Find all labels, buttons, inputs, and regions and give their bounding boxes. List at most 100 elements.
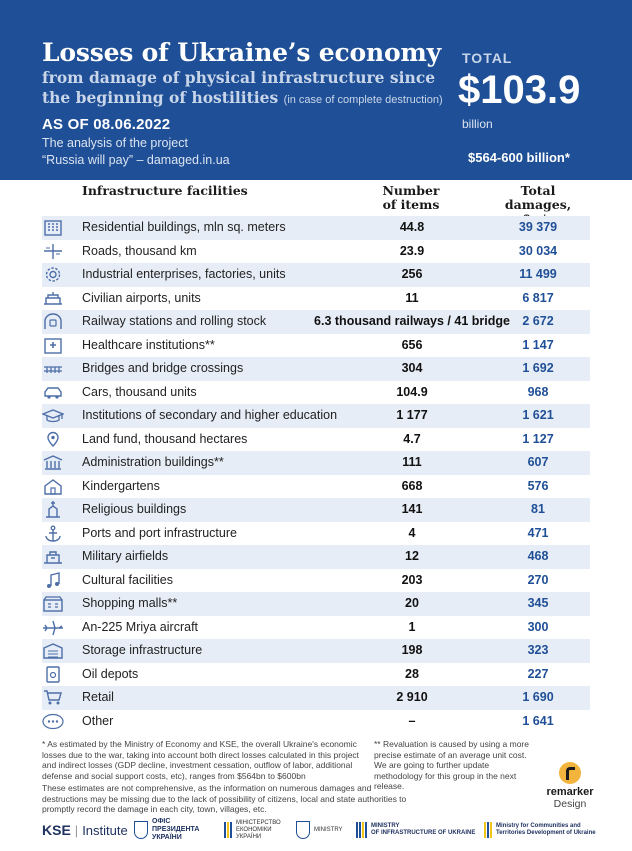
facility-count: 11: [405, 290, 419, 305]
airplane-icon: [42, 618, 64, 637]
table-row: Roads, thousand km 23.9 30 034: [42, 240, 590, 264]
facility-name: Military airfields: [82, 549, 169, 563]
facility-damages: 1 147: [522, 337, 554, 352]
facility-count: 12: [405, 549, 419, 563]
analysis-line-2: “Russia will pay” – damaged.in.ua: [42, 153, 230, 167]
total-value: $103.9: [458, 68, 581, 112]
facility-damages: 1 692: [522, 361, 554, 375]
facility-damages: 1 127: [522, 431, 554, 446]
column-header-count: Number of items: [382, 183, 440, 212]
facility-count: 23.9: [399, 243, 425, 258]
facility-damages: 1 690: [522, 690, 554, 704]
facility-name: Roads, thousand km: [82, 243, 197, 258]
facility-count: 44.8: [399, 220, 425, 234]
ministry-logo: MINISTRY: [296, 816, 343, 844]
partner-logos: KSE | Institute ОФІС ПРЕЗИДЕНТА УКРАЇНИ МІНІ…: [0, 816, 632, 846]
table-row: Cars, thousand units 104.9 968: [42, 381, 590, 405]
ministry-economy-logo: МІНІСТЕРСТВО ЕКОНОМІКИ УКРАЇНИ: [224, 816, 281, 844]
location-pin-icon: [42, 430, 64, 449]
table-row: Industrial enterprises, factories, units…: [42, 263, 590, 287]
facility-count: 203: [401, 572, 423, 587]
column-header-facilities: Infrastructure facilities: [82, 183, 248, 198]
table-row: Kindergartens 668 576: [42, 475, 590, 499]
table-row: Military airfields 12 468: [42, 545, 590, 569]
facility-name: Oil depots: [82, 666, 139, 681]
table-row: Religious buildings 141 81: [42, 498, 590, 522]
facility-count: 668: [401, 478, 423, 493]
graduation-cap-icon: [42, 406, 64, 425]
facility-name: Religious buildings: [82, 502, 187, 516]
facility-count: –: [408, 713, 416, 728]
music-note-icon: [42, 571, 64, 590]
church-icon: [42, 500, 64, 519]
facility-count: 141: [401, 502, 423, 516]
office-of-president-logo: ОФІС ПРЕЗИДЕНТА УКРАЇНИ: [134, 816, 199, 844]
bridge-icon: [42, 359, 64, 378]
remarker-logo-icon: [559, 762, 581, 784]
facility-damages: 1 641: [522, 713, 554, 728]
facility-damages: 607: [527, 455, 549, 469]
ministry-infrastructure-mark-icon: [356, 822, 367, 838]
mine-line-3: УКРАЇНИ: [236, 833, 262, 840]
kindergarten-icon: [42, 477, 64, 496]
table-row: Land fund, thousand hectares 4.7 1 127: [42, 428, 590, 452]
table-row: Storage infrastructure 198 323: [42, 639, 590, 663]
facility-damages: 576: [527, 478, 549, 493]
facility-name: An-225 Mriya aircraft: [82, 619, 199, 634]
table-row: Healthcare institutions** 656 1 147: [42, 334, 590, 358]
facility-damages: 968: [527, 384, 549, 399]
table-row: Administration buildings** 111 607: [42, 451, 590, 475]
residential-building-icon: [42, 218, 64, 237]
airport-icon: [42, 289, 64, 308]
military-airfield-icon: [42, 547, 64, 566]
facility-damages: 468: [527, 549, 549, 563]
ministry-infrastructure-logo: MINISTRY OF INFRASTRUCTURE OF UKRAINE: [356, 816, 475, 844]
mininfra-line-2: OF INFRASTRUCTURE OF UKRAINE: [371, 830, 476, 836]
road-icon: [42, 242, 64, 261]
table-header: Infrastructure facilities Number of item…: [0, 180, 632, 227]
hospital-icon: [42, 336, 64, 355]
table-row: Oil depots 28 227: [42, 663, 590, 687]
facility-count: 111: [402, 455, 422, 469]
table-row: Other – 1 641: [42, 710, 590, 734]
facility-damages: 270: [527, 572, 549, 587]
footnote-1: * As estimated by the Ministry of Econom…: [42, 739, 360, 781]
facility-name: Land fund, thousand hectares: [82, 431, 248, 446]
analysis-line-1: The analysis of the project: [42, 136, 188, 150]
warehouse-icon: [42, 641, 64, 660]
ministry-emblem-icon: [296, 821, 310, 839]
oil-tank-icon: [42, 665, 64, 684]
table-row: Residential buildings, mln sq. meters 44.…: [42, 216, 590, 240]
facility-count: 1 177: [396, 408, 428, 422]
facility-damages: 471: [527, 525, 549, 540]
ministry-communities-mark-icon: [484, 822, 492, 838]
mininfra-line-1: MINISTRY: [371, 823, 400, 829]
mincomm-line-1: Ministry for Communities and: [496, 823, 581, 829]
facility-name: Civilian airports, units: [82, 290, 201, 305]
facility-damages: 81: [531, 502, 545, 516]
facility-damages: 30 034: [518, 243, 558, 258]
government-building-icon: [42, 453, 64, 472]
subtitle-line-1: from damage of physical infrastructure s…: [42, 68, 436, 87]
table-row: Shopping malls** 20 345: [42, 592, 590, 616]
ofis-line-1: ОФІС: [152, 818, 171, 825]
facility-name: Shopping malls**: [82, 596, 178, 610]
trident-emblem-icon: [134, 821, 148, 839]
column-header-damages-label: Total damages,: [504, 183, 572, 212]
mincomm-line-2: Territories Development of Ukraine: [496, 830, 596, 836]
facility-name: Other: [82, 713, 114, 728]
facility-name: Railway stations and rolling stock: [82, 314, 267, 328]
facility-name: Ports and port infrastructure: [82, 525, 237, 540]
as-of-date: AS OF 08.06.2022: [42, 116, 171, 133]
table-row: Ports and port infrastructure 4 471: [42, 522, 590, 546]
more-icon: [42, 712, 64, 731]
facility-name: Institutions of secondary and higher edu…: [82, 408, 338, 422]
footnote-3: These estimates are not comprehensive, a…: [42, 783, 407, 814]
ministry-line-1: MINISTRY: [314, 826, 343, 833]
kse-logo: KSE | Institute: [42, 822, 128, 838]
subtitle-line-2: the beginning of hostilities (in case of…: [42, 88, 443, 107]
remarker-name: remarker: [546, 786, 594, 798]
table-row: Cultural facilities 203 270: [42, 569, 590, 593]
subtitle-note: (in case of complete destruction): [283, 94, 443, 106]
ministry-communities-logo: Ministry for Communities and Territories …: [484, 816, 604, 844]
